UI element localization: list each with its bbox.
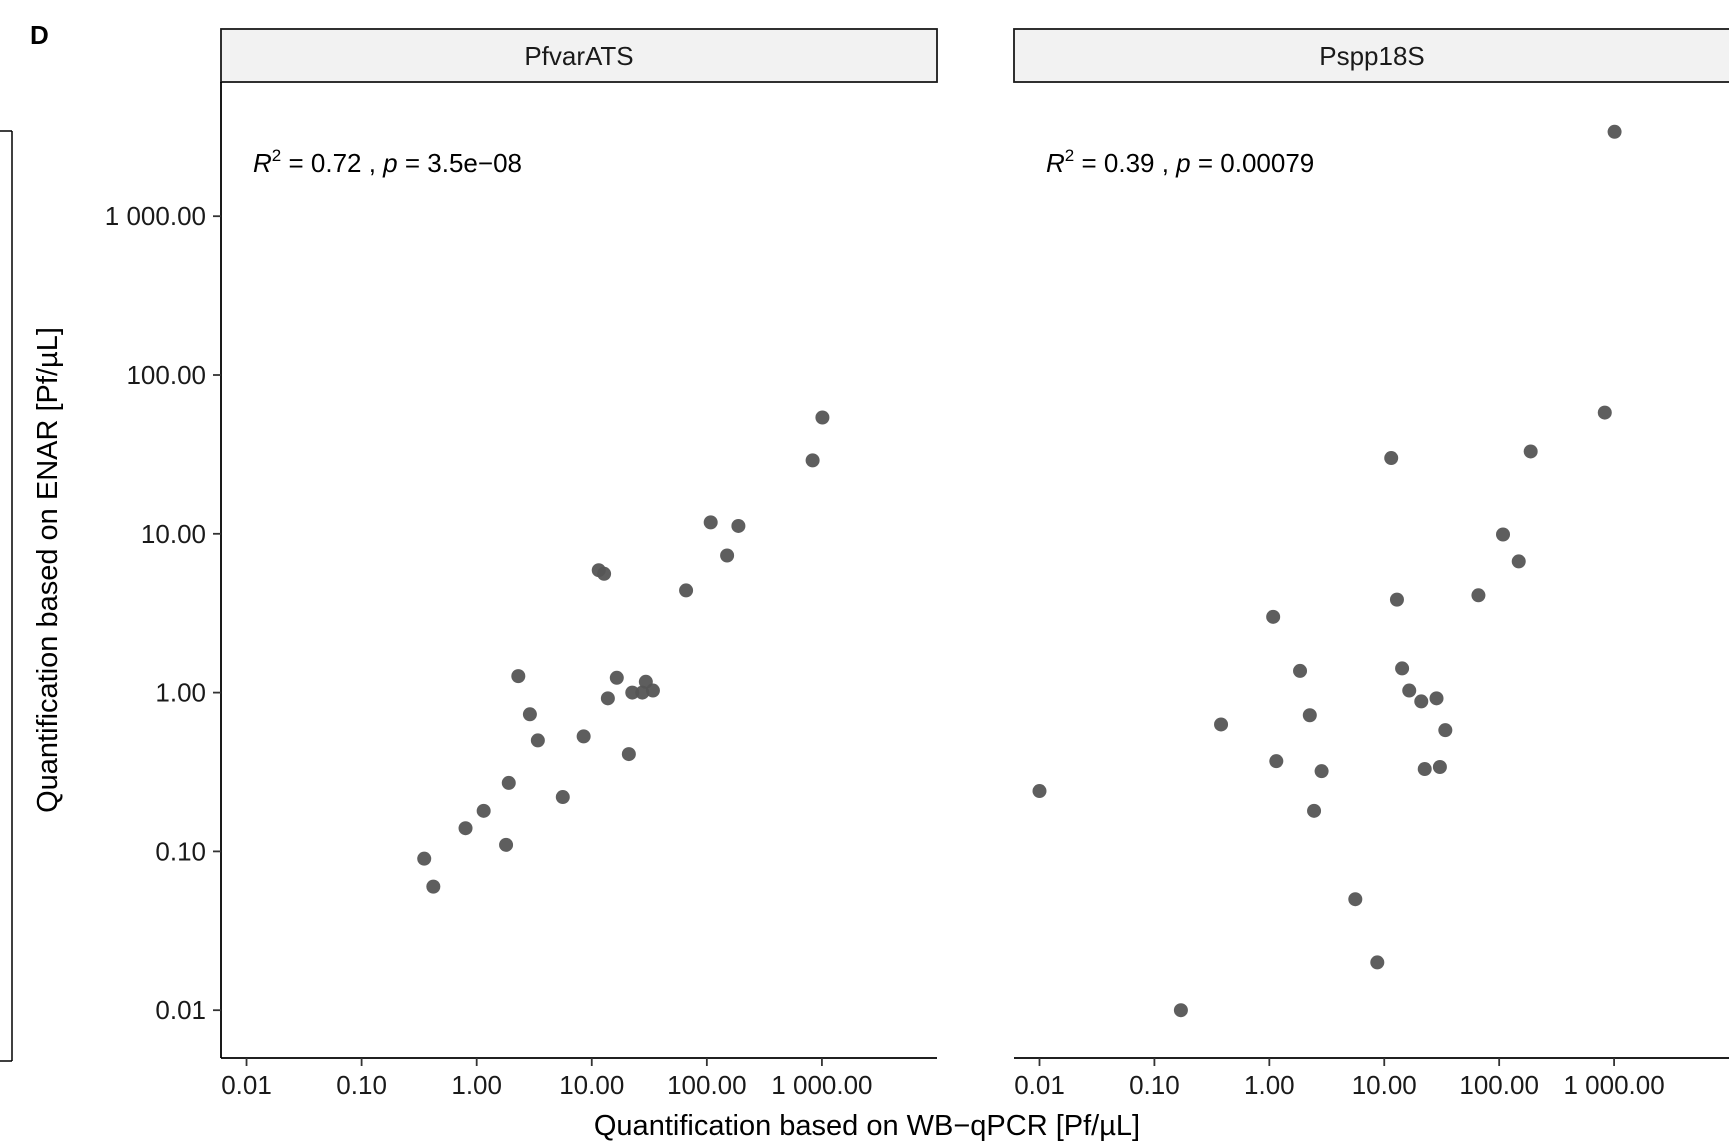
data-point	[1395, 661, 1410, 676]
x-tick-label: 0.10	[336, 1070, 387, 1100]
data-point	[1523, 444, 1538, 459]
data-point	[1471, 588, 1486, 603]
data-point	[1293, 663, 1308, 678]
data-point	[621, 747, 636, 762]
x-tick-label: 1 000.00	[1563, 1070, 1664, 1100]
y-tick-label: 10.00	[141, 519, 206, 549]
data-point	[1314, 764, 1329, 779]
y-axis-title: Quantification based on ENAR [Pf/µL]	[32, 327, 64, 813]
x-tick-label: 0.01	[221, 1070, 272, 1100]
data-point	[1266, 609, 1281, 624]
y-tick-label: 0.01	[155, 995, 206, 1025]
data-point	[1429, 691, 1444, 706]
facet-strip-1: PfvarATS	[220, 28, 938, 83]
data-point	[530, 733, 545, 748]
data-point	[1402, 683, 1417, 698]
r2-value-2: 0.39	[1104, 148, 1155, 178]
data-point	[1173, 1003, 1188, 1018]
data-point	[476, 803, 491, 818]
data-point	[458, 821, 473, 836]
stat-annotation-1: R2 = 0.72 , p = 3.5e−08	[253, 146, 522, 178]
y-tick-label: 1 000.00	[105, 201, 206, 231]
data-point	[1432, 759, 1447, 774]
data-point	[600, 691, 615, 706]
x-tick-label: 10.00	[1352, 1070, 1417, 1100]
y-tick-label: 1.00	[155, 678, 206, 708]
data-point	[1389, 592, 1404, 607]
x-ticks: 0.01 0.10 1.00 10.00 100.00 1 000.00 0.01 0.10 1…	[221, 1058, 1665, 1100]
svg-text:R2 = 0.39 , p = 0.00079: R2 = 0.39 , p = 0.00079	[1046, 146, 1314, 178]
data-point	[1307, 803, 1322, 818]
data-point	[1417, 762, 1432, 777]
data-points	[417, 124, 1622, 1018]
data-point	[1384, 451, 1399, 466]
data-point	[1302, 708, 1317, 723]
p-value-1: 3.5e−08	[427, 148, 522, 178]
data-point	[1438, 723, 1453, 738]
x-tick-label: 0.01	[1014, 1070, 1065, 1100]
data-point	[609, 670, 624, 685]
data-point	[1414, 694, 1429, 709]
data-point	[1214, 717, 1229, 732]
data-point	[1032, 784, 1047, 799]
facet-title-2: Pspp18S	[1319, 41, 1425, 71]
x-tick-label: 10.00	[559, 1070, 624, 1100]
facet-title-1: PfvarATS	[524, 41, 633, 71]
data-point	[511, 669, 526, 684]
data-point	[679, 583, 694, 598]
panel-letter: D	[30, 20, 49, 50]
x-tick-label: 0.10	[1129, 1070, 1180, 1100]
p-value-2: 0.00079	[1220, 148, 1314, 178]
data-point	[645, 683, 660, 698]
x-tick-label: 1.00	[451, 1070, 502, 1100]
data-point	[426, 879, 441, 894]
data-point	[720, 548, 735, 563]
data-point	[522, 707, 537, 722]
y-tick-label: 100.00	[126, 360, 206, 390]
x-axis-title: Quantification based on WB−qPCR [Pf/µL]	[594, 1110, 1140, 1142]
data-point	[635, 685, 650, 700]
data-point	[1511, 554, 1526, 569]
x-tick-label: 100.00	[1459, 1070, 1539, 1100]
stat-annotation-2: R2 = 0.39 , p = 0.00079	[1046, 146, 1314, 178]
data-point	[1496, 527, 1511, 542]
y-ticks: 0.01 0.10 1.00 10.00 100.00 1 000.00	[105, 201, 221, 1025]
data-point	[499, 837, 514, 852]
data-point	[815, 410, 830, 425]
data-point	[1597, 405, 1612, 420]
facet-strip-2: Pspp18S	[1013, 28, 1729, 83]
data-point	[625, 685, 640, 700]
data-point	[555, 790, 570, 805]
data-point	[1607, 124, 1622, 139]
data-point	[501, 775, 516, 790]
x-tick-label: 100.00	[667, 1070, 747, 1100]
y-tick-label: 0.10	[155, 836, 206, 866]
data-point	[597, 566, 612, 581]
data-point	[1348, 892, 1363, 907]
svg-text:R2 = 0.72 , p = 3.5e−08: R2 = 0.72 , p = 3.5e−08	[253, 146, 522, 178]
data-point	[731, 518, 746, 533]
axes	[220, 82, 1729, 1059]
data-point	[1269, 754, 1284, 769]
x-tick-label: 1 000.00	[771, 1070, 872, 1100]
data-point	[417, 851, 432, 866]
data-point	[1370, 955, 1385, 970]
data-point	[576, 729, 591, 744]
data-point	[703, 515, 718, 530]
x-tick-label: 1.00	[1244, 1070, 1295, 1100]
r2-value-1: 0.72	[311, 148, 362, 178]
data-point	[805, 453, 820, 468]
